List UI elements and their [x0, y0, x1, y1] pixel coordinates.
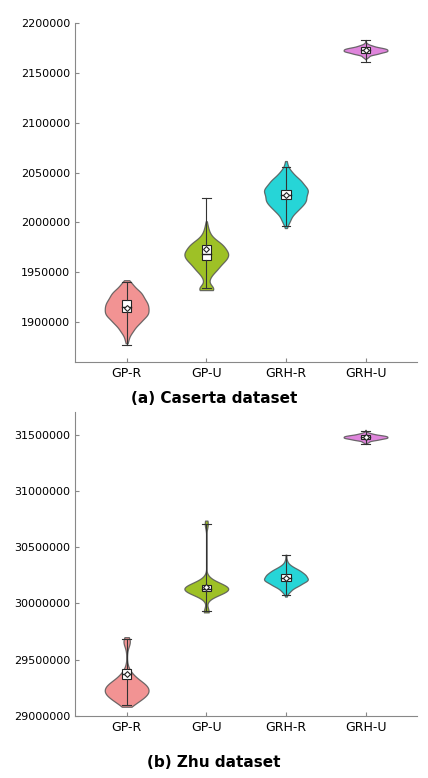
Bar: [122, 300, 131, 312]
Text: (a) Caserta dataset: (a) Caserta dataset: [131, 391, 297, 405]
Bar: [202, 245, 211, 260]
Bar: [361, 435, 370, 440]
Bar: [281, 190, 291, 198]
Bar: [281, 573, 291, 581]
Bar: [202, 585, 211, 591]
Bar: [361, 47, 370, 53]
Bar: [122, 668, 131, 678]
Text: (b) Zhu dataset: (b) Zhu dataset: [147, 755, 281, 769]
